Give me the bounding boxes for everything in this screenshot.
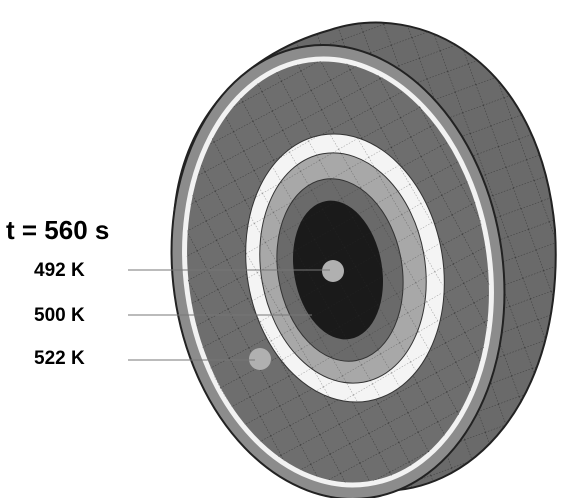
- probe-center: [322, 260, 344, 282]
- figure: t = 560 s 492 K 500 K 522 K: [0, 0, 579, 498]
- temp-label: 522 K: [34, 348, 85, 369]
- probe-edge: [249, 348, 271, 370]
- temp-label: 492 K: [34, 260, 85, 281]
- temp-label: 500 K: [34, 305, 85, 326]
- page: {"time_label": "t = 560 s", "labels": ["…: [0, 0, 579, 498]
- time-label: t = 560 s: [6, 215, 109, 245]
- disk: [143, 23, 556, 498]
